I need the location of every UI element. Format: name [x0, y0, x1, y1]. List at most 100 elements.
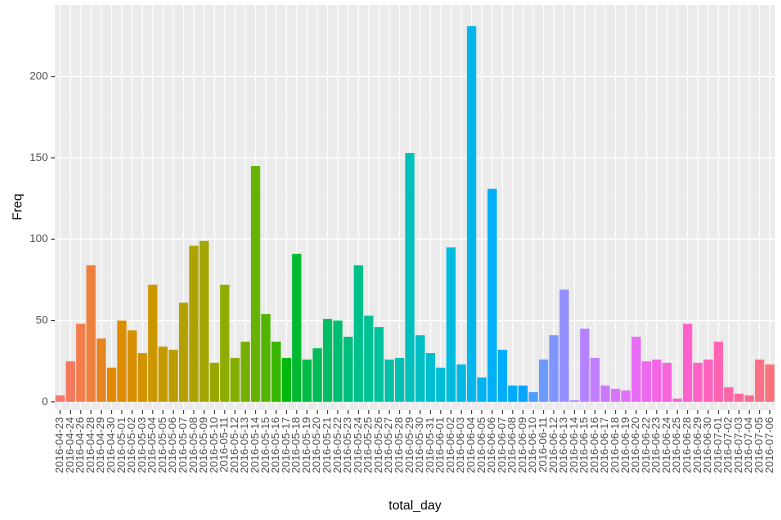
x-tick-label: 2016-06-28	[681, 417, 693, 473]
bar	[271, 341, 281, 402]
bar	[127, 330, 137, 402]
x-tick-label: 2016-06-08	[507, 417, 519, 473]
bar	[446, 247, 456, 402]
bar	[487, 188, 497, 402]
x-tick-label: 2016-05-11	[219, 417, 231, 472]
x-tick-label: 2016-06-17	[599, 417, 611, 473]
x-tick-label: 2016-05-29	[404, 417, 416, 473]
bar	[76, 323, 86, 402]
x-tick-label: 2016-06-11	[537, 417, 549, 472]
bar	[559, 289, 569, 402]
bar	[405, 153, 415, 402]
bar	[312, 348, 322, 402]
x-tick-label: 2016-05-22	[332, 417, 344, 473]
bar	[65, 361, 76, 402]
bar	[189, 245, 199, 402]
x-tick-label: 2016-05-18	[291, 417, 303, 473]
bar	[96, 338, 106, 402]
bar	[261, 314, 271, 402]
bar	[672, 398, 682, 402]
bar	[652, 359, 662, 402]
x-tick-label: 2016-06-20	[630, 417, 642, 473]
bar	[199, 240, 209, 402]
x-tick-label: 2016-05-13	[239, 417, 251, 473]
bar	[538, 359, 549, 402]
x-tick-label: 2016-05-31	[424, 417, 436, 473]
bar	[168, 349, 178, 402]
bar	[621, 390, 631, 402]
bar	[425, 353, 436, 402]
x-tick-label: 2016-06-12	[548, 417, 560, 473]
x-tick-label: 2016-05-03	[136, 417, 148, 473]
bar	[117, 320, 127, 402]
bar	[343, 336, 353, 402]
bar	[415, 335, 425, 402]
bar	[682, 323, 693, 402]
x-tick-label: 2016-04-24	[64, 417, 76, 473]
x-tick-label: 2016-06-07	[496, 417, 508, 473]
bar	[569, 400, 580, 402]
bar	[148, 284, 158, 402]
bar	[734, 393, 744, 402]
x-tick-label: 2016-06-24	[661, 417, 673, 473]
x-tick-label: 2016-06-16	[589, 417, 601, 473]
bar	[610, 388, 621, 402]
x-tick-label: 2016-05-15	[260, 417, 272, 473]
x-tick-label: 2016-06-10	[527, 417, 539, 473]
bar	[158, 346, 168, 402]
bar	[713, 341, 724, 402]
bar	[384, 359, 394, 402]
x-tick-label: 2016-06-29	[692, 417, 704, 473]
bar	[580, 328, 590, 402]
x-tick-label: 2016-05-02	[126, 417, 138, 473]
x-tick-label: 2016-04-30	[105, 417, 117, 473]
bar	[436, 367, 446, 402]
bar	[590, 357, 600, 402]
x-tick-label: 2016-06-30	[702, 417, 714, 473]
bar	[394, 357, 405, 402]
x-tick-label: 2016-05-20	[311, 417, 323, 473]
x-tick-label: 2016-04-29	[95, 417, 107, 473]
bar	[600, 385, 610, 402]
x-tick-label: 2016-06-23	[651, 417, 663, 473]
bar	[292, 253, 302, 402]
x-tick-label: 2016-05-26	[373, 417, 385, 473]
x-tick-label: 2016-07-02	[723, 417, 735, 473]
x-tick-label: 2016-06-22	[640, 417, 652, 473]
x-tick-label: 2016-06-04	[465, 417, 477, 473]
x-tick-label: 2016-06-19	[620, 417, 632, 473]
bar	[333, 320, 343, 402]
bar	[364, 315, 374, 402]
bar	[466, 26, 477, 402]
bar	[724, 387, 734, 402]
bar	[508, 385, 518, 402]
x-axis-title: total_day	[389, 497, 442, 512]
bar	[477, 377, 487, 402]
bar	[281, 357, 292, 402]
x-tick-label: 2016-05-21	[321, 417, 333, 473]
x-tick-label: 2016-07-06	[764, 417, 776, 473]
x-tick-label: 2016-06-15	[579, 417, 591, 473]
bar	[240, 341, 250, 402]
x-tick-label: 2016-07-03	[733, 417, 745, 473]
bar	[518, 385, 528, 402]
bar	[353, 265, 364, 402]
x-tick-label: 2016-04-26	[75, 417, 87, 473]
x-tick-label: 2016-05-12	[229, 417, 241, 473]
bar	[765, 364, 775, 402]
x-tick-label: 2016-07-04	[743, 417, 755, 473]
y-tick-label: 50	[36, 314, 48, 326]
x-tick-label: 2016-05-08	[188, 417, 200, 473]
x-tick-label: 2016-05-19	[301, 417, 313, 473]
bar	[209, 362, 220, 402]
x-tick-label: 2016-06-05	[476, 417, 488, 473]
bar	[137, 353, 148, 402]
y-tick-label: 0	[42, 396, 48, 408]
x-tick-label: 2016-07-01	[712, 417, 724, 473]
x-tick-label: 2016-05-05	[157, 417, 169, 473]
x-tick-label: 2016-04-28	[85, 417, 97, 473]
x-tick-label: 2016-07-05	[753, 417, 765, 473]
x-tick-label: 2016-05-23	[342, 417, 354, 473]
bar	[55, 395, 65, 402]
